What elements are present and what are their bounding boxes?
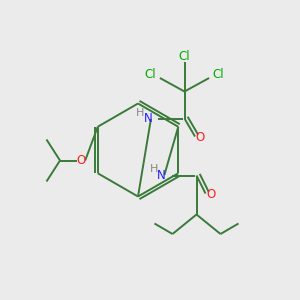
Text: H: H [136,108,145,118]
Text: Cl: Cl [179,50,190,64]
Text: O: O [76,154,85,167]
Text: Cl: Cl [145,68,156,81]
Text: H: H [150,164,159,175]
Text: N: N [144,112,153,125]
Text: Cl: Cl [213,68,224,81]
Text: O: O [196,130,205,144]
Text: O: O [206,188,215,201]
Text: N: N [157,169,166,182]
